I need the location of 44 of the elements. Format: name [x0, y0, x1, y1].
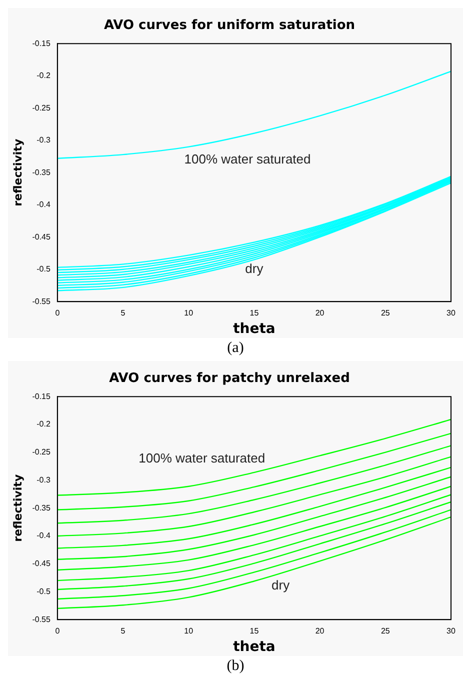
y-tick-label: -0.3 — [36, 136, 51, 145]
y-tick-label: -0.2 — [36, 71, 51, 80]
y-tick-label: -0.15 — [32, 38, 51, 48]
y-tick-label: -0.3 — [36, 475, 51, 484]
x-tick-label: 5 — [120, 308, 126, 318]
chart-title: AVO curves for patchy unrelaxed — [109, 371, 350, 386]
y-tick-label: -0.45 — [32, 232, 51, 242]
x-tick-label: 0 — [55, 626, 60, 636]
y-tick-label: -0.55 — [32, 614, 51, 624]
text: (b) — [226, 658, 246, 675]
x-tick-label: 10 — [184, 626, 194, 636]
y-axis-title: reflectivity — [11, 138, 24, 206]
x-tick-label: 20 — [315, 626, 325, 636]
x-tick-label: 15 — [250, 626, 260, 636]
y-tick-label: -0.5 — [36, 586, 51, 596]
annotation: dry — [272, 578, 290, 593]
x-axis-title: theta — [233, 639, 276, 656]
x-tick-label: 25 — [380, 626, 390, 636]
annotation: 100% water saturated — [138, 450, 266, 466]
annotation: 100% water saturated — [184, 151, 311, 166]
y-axis-title: reflectivity — [11, 474, 24, 542]
y-tick-label: -0.15 — [32, 392, 51, 401]
y-tick-label: -0.25 — [32, 103, 51, 112]
x-tick-label: 0 — [55, 308, 60, 318]
x-tick-label: 30 — [446, 626, 456, 636]
y-tick-label: -0.25 — [32, 448, 51, 457]
x-tick-label: 20 — [315, 308, 325, 318]
y-tick-label: -0.5 — [36, 264, 51, 274]
x-tick-label: 30 — [446, 308, 456, 318]
annotation: dry — [245, 260, 264, 276]
text: (a) — [226, 340, 245, 357]
x-tick-label: 25 — [380, 308, 390, 318]
chart-title: AVO curves for uniform saturation — [104, 18, 356, 34]
x-tick-label: 10 — [184, 308, 194, 318]
y-tick-label: -0.2 — [36, 420, 51, 429]
y-tick-label: -0.4 — [36, 531, 51, 540]
x-tick-label: 15 — [250, 308, 260, 318]
x-axis-title: theta — [233, 321, 276, 338]
y-tick-label: -0.45 — [32, 559, 51, 568]
y-tick-label: -0.4 — [36, 200, 51, 210]
y-tick-label: -0.35 — [32, 168, 51, 177]
y-tick-label: -0.55 — [32, 296, 51, 306]
y-tick-label: -0.35 — [32, 503, 51, 512]
x-tick-label: 5 — [120, 626, 126, 636]
